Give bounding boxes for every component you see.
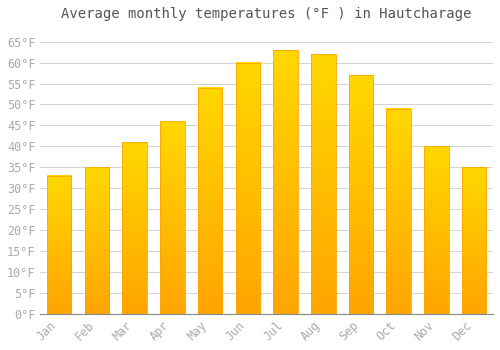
Bar xyxy=(462,167,486,314)
Bar xyxy=(274,50,298,314)
Bar xyxy=(84,167,109,314)
Title: Average monthly temperatures (°F ) in Hautcharage: Average monthly temperatures (°F ) in Ha… xyxy=(62,7,472,21)
Bar xyxy=(236,63,260,314)
Bar xyxy=(386,108,411,314)
Bar xyxy=(47,176,72,314)
Bar xyxy=(122,142,147,314)
Bar xyxy=(348,75,374,314)
Bar xyxy=(311,54,336,314)
Bar xyxy=(160,121,184,314)
Bar xyxy=(198,88,222,314)
Bar xyxy=(424,146,448,314)
